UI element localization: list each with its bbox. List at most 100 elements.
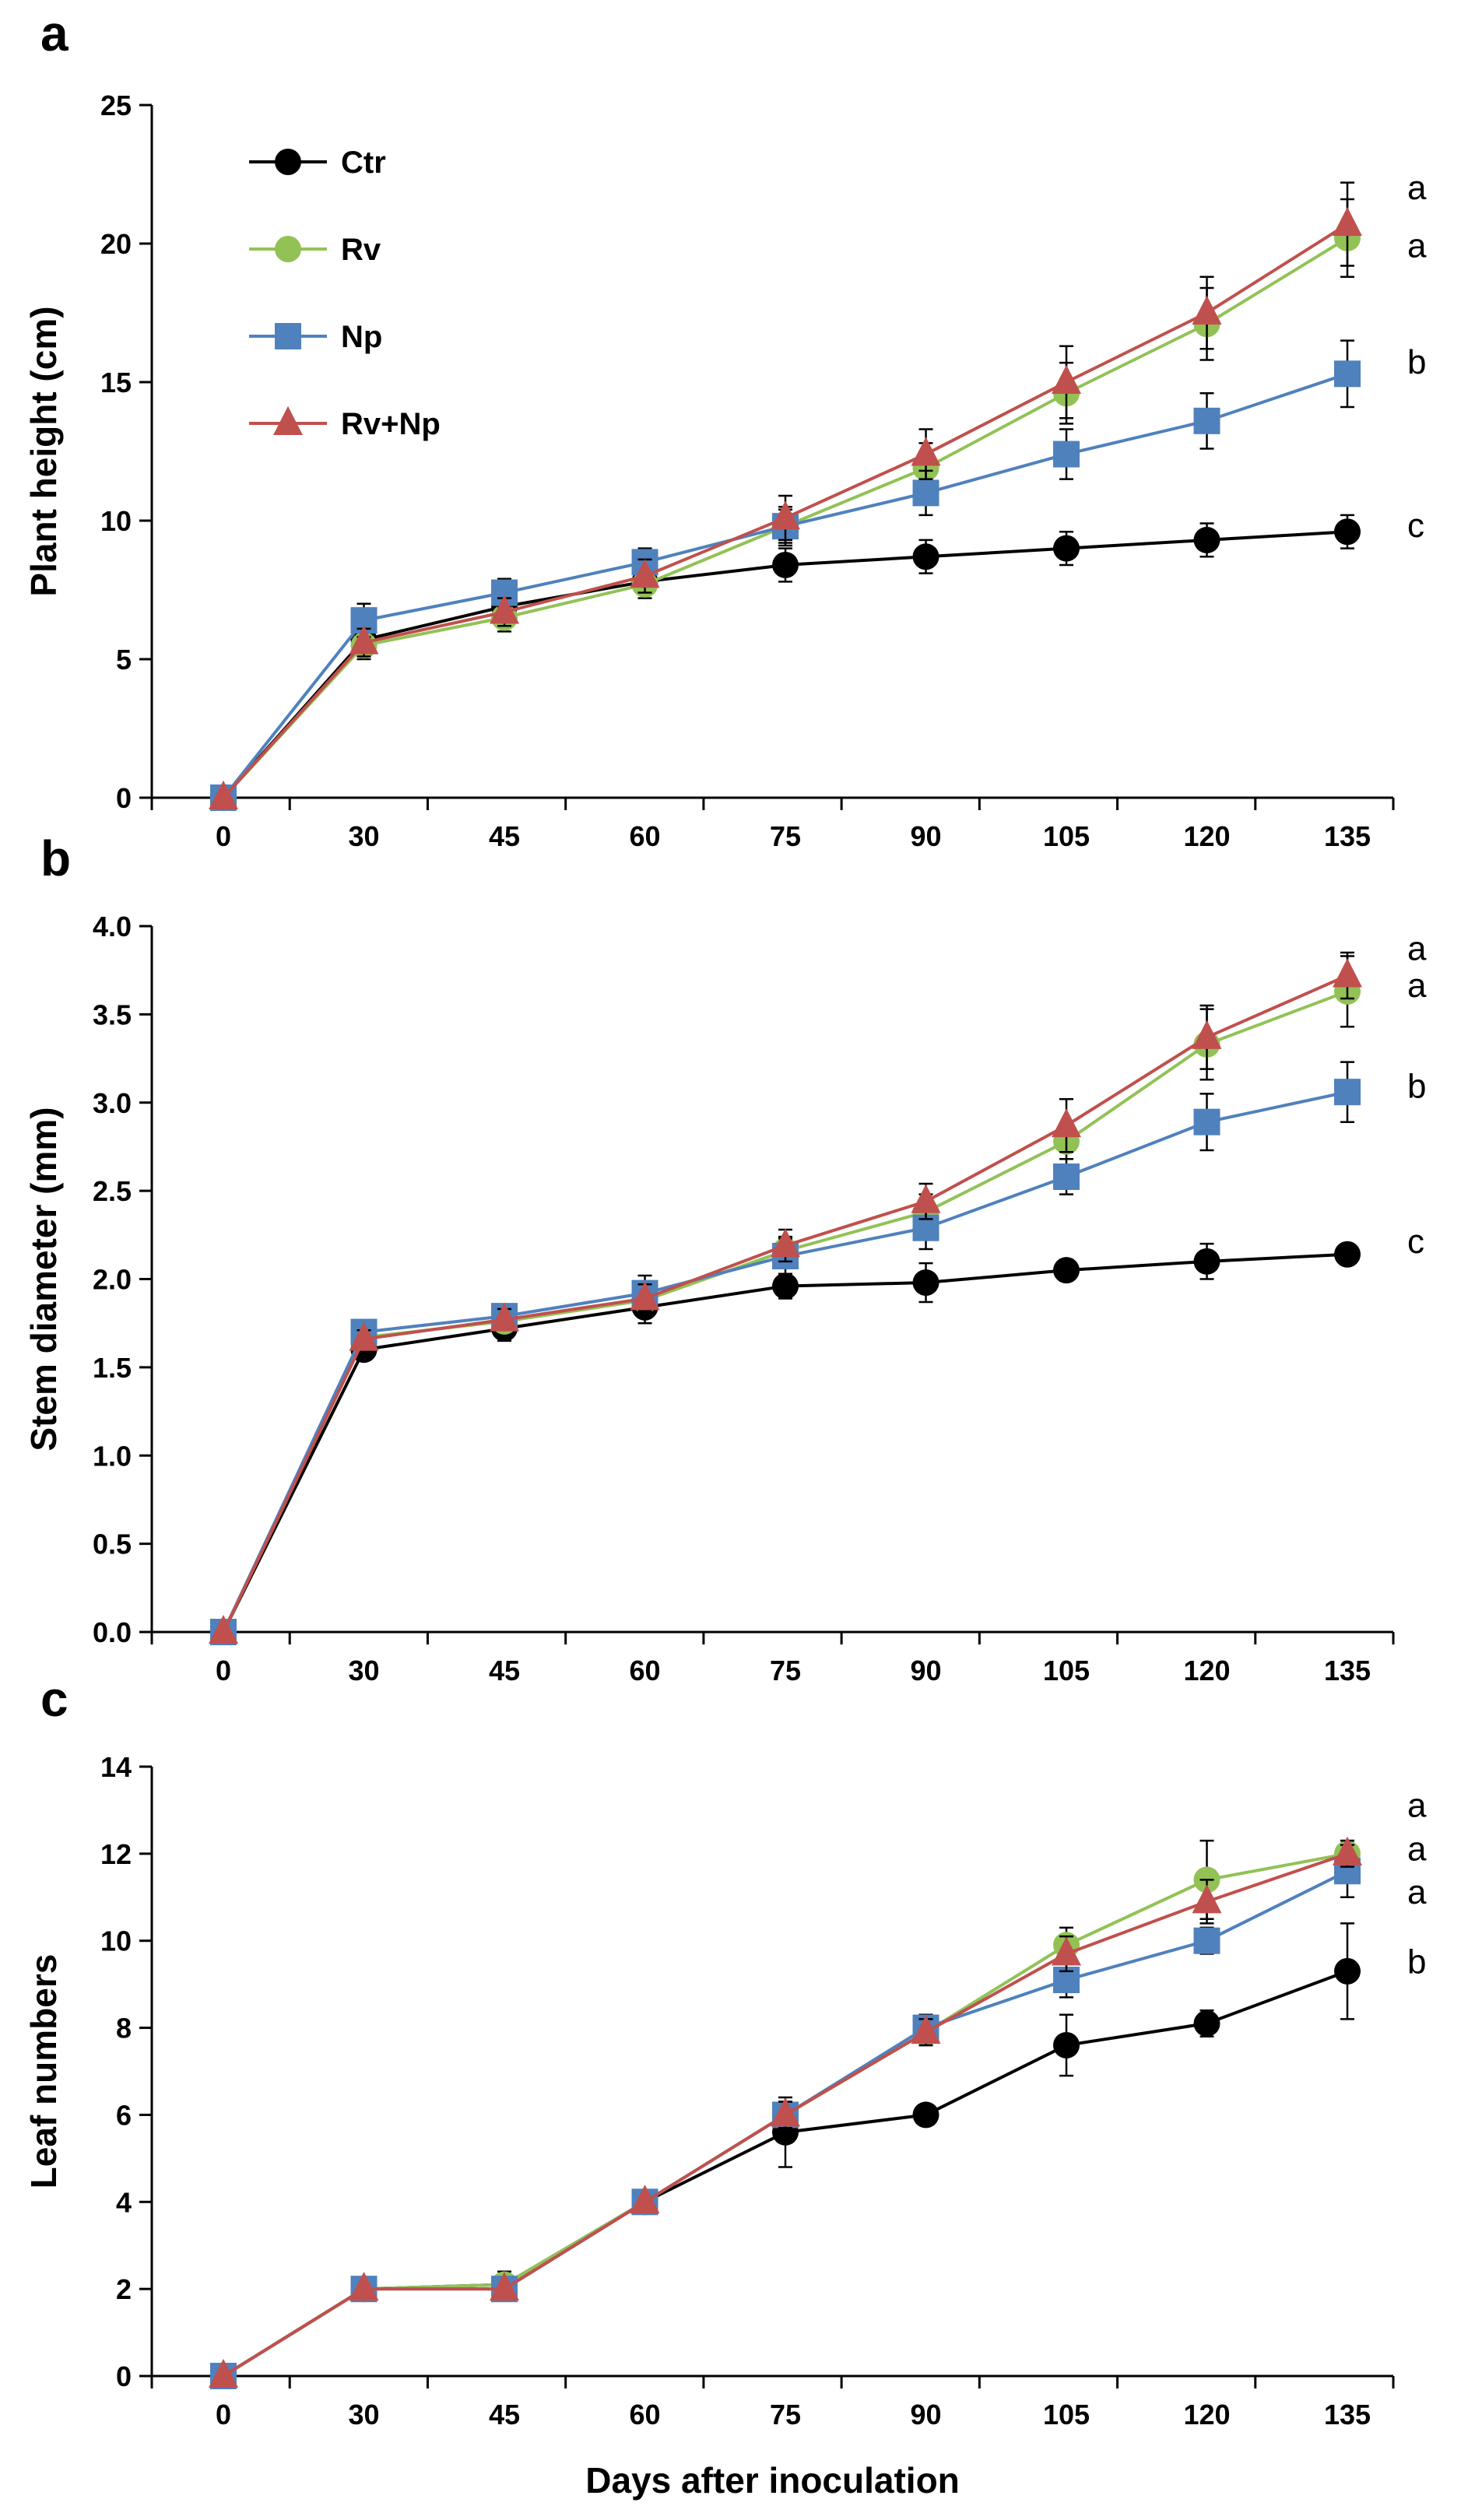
series-line	[222, 1969, 1348, 2378]
data-point	[772, 1272, 799, 1300]
x-tick-label: 90	[910, 2399, 941, 2431]
y-tick-label: 8	[116, 2013, 132, 2044]
data-point	[1053, 2031, 1080, 2058]
y-tick-label: 5	[116, 644, 132, 676]
data-point	[912, 2101, 939, 2129]
significance-letter: b	[1407, 343, 1426, 381]
x-tick-label: 135	[1324, 820, 1371, 852]
data-point	[490, 595, 519, 624]
data-point	[771, 1228, 800, 1258]
y-tick-label: 14	[100, 1751, 132, 1783]
legend: Ctr Rv Np Rv+Np	[249, 146, 441, 441]
x-tick-label: 120	[1183, 2399, 1230, 2431]
y-tick-label: 0.0	[93, 1616, 132, 1648]
data-point	[1193, 1248, 1220, 1275]
legend-item: Ctr	[249, 146, 386, 180]
data-point	[1053, 1257, 1080, 1284]
data-point	[771, 2097, 800, 2127]
x-tick-label: 60	[629, 2399, 660, 2431]
data-point	[912, 1269, 939, 1297]
significance-letter: c	[1407, 507, 1424, 545]
data-point	[1052, 1936, 1081, 1966]
x-tick-label: 30	[348, 1655, 379, 1686]
data-point	[1193, 407, 1220, 434]
chart-panel-a: a 0 5 10 15 20 25 0 30 45 60 75 90 105 120 135 Plant hei…	[23, 5, 1427, 852]
data-point	[1193, 1927, 1220, 1954]
data-point	[1193, 526, 1220, 553]
data-point	[911, 1184, 941, 1213]
legend-marker	[275, 236, 301, 262]
series-line	[222, 990, 1348, 1633]
y-tick-label: 0.5	[93, 1528, 132, 1560]
data-point	[1192, 1020, 1222, 1049]
panel-letter: b	[40, 830, 71, 886]
series-line	[222, 974, 1348, 1633]
y-tick-label: 1.5	[93, 1352, 132, 1384]
x-tick-label: 60	[629, 1655, 660, 1686]
series-line	[222, 1252, 1348, 1633]
x-axis-title: Days after inoculation	[585, 2460, 960, 2501]
y-tick-label: 2.5	[93, 1175, 132, 1207]
y-axis-title: Stem diameter (mm)	[23, 1107, 64, 1451]
y-tick-label: 4	[116, 2186, 132, 2218]
significance-letter: a	[1407, 1830, 1427, 1868]
chart-panel-c: c 0 2 4 6 8 10 12 14 0 30 45 60 75 90 105 120 135 Leaf num…	[23, 1671, 1427, 2501]
y-tick-label: 1.0	[93, 1440, 132, 1472]
data-point	[1052, 1108, 1081, 1138]
data-point	[490, 2272, 519, 2301]
x-tick-label: 30	[348, 820, 379, 852]
data-point	[1193, 2009, 1220, 2037]
data-point	[1334, 1957, 1361, 1985]
x-tick-label: 75	[770, 820, 801, 852]
y-tick-label: 10	[100, 505, 132, 537]
x-tick-label: 90	[910, 1655, 941, 1686]
y-tick-label: 15	[100, 367, 132, 398]
data-point	[771, 500, 800, 530]
data-point	[1052, 364, 1081, 394]
legend-marker	[273, 405, 303, 435]
y-axis-title: Plant height (cm)	[23, 306, 64, 596]
data-point	[1334, 360, 1361, 388]
data-point	[349, 2272, 379, 2301]
y-tick-label: 0	[116, 782, 132, 814]
x-tick-label: 75	[770, 2399, 801, 2431]
series-ctr	[210, 1922, 1361, 2389]
legend-item: Rv+Np	[249, 405, 441, 441]
x-tick-label: 135	[1324, 1655, 1371, 1686]
chart-panel-b: b 0.0 0.5 1.0 1.5 2.0 2.5 3.0 3.5 4.0 0 30 45 60 75 90 1…	[23, 830, 1427, 1686]
x-tick-label: 105	[1043, 820, 1090, 852]
y-tick-label: 25	[100, 89, 132, 121]
legend-label: Np	[341, 320, 382, 354]
significance-letter: a	[1407, 1873, 1427, 1911]
x-tick-label: 45	[489, 1655, 520, 1686]
data-point	[349, 625, 379, 655]
data-point	[1053, 535, 1080, 562]
y-tick-label: 12	[100, 1838, 132, 1870]
significance-letter: a	[1407, 1786, 1427, 1824]
x-tick-label: 105	[1043, 2399, 1090, 2431]
significance-letter: a	[1407, 169, 1427, 207]
y-tick-label: 2	[116, 2273, 132, 2305]
panel-letter: c	[40, 1671, 68, 1727]
series-np	[210, 1061, 1361, 1645]
x-tick-label: 60	[629, 820, 660, 852]
significance-letter: c	[1407, 1223, 1424, 1261]
legend-marker	[275, 323, 301, 349]
y-tick-label: 3.5	[93, 999, 132, 1030]
series-rv	[210, 955, 1361, 1645]
data-point	[490, 1302, 519, 1332]
data-point	[209, 1614, 238, 1644]
data-point	[630, 2185, 660, 2214]
data-point	[1193, 1108, 1220, 1135]
x-tick-label: 105	[1043, 1655, 1090, 1686]
legend-item: Rv	[249, 233, 381, 267]
data-point	[1333, 1836, 1362, 1865]
data-point	[1192, 295, 1222, 325]
data-point	[1053, 1163, 1080, 1190]
x-tick-label: 75	[770, 1655, 801, 1686]
data-point	[1192, 1884, 1222, 1914]
legend-label: Rv	[341, 233, 381, 267]
data-point	[1053, 440, 1080, 468]
y-tick-label: 3.0	[93, 1087, 132, 1119]
